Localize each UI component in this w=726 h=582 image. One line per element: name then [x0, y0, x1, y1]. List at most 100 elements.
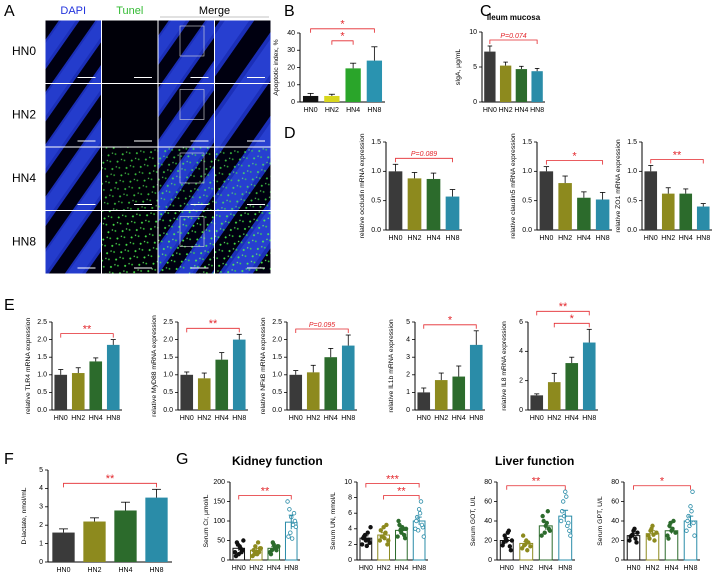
data-point [633, 536, 638, 541]
bar [54, 374, 68, 410]
row-label: HN4 [12, 171, 36, 185]
y-tick-label: 2.5 [163, 319, 173, 326]
significance-label: * [572, 151, 577, 163]
bar [302, 95, 319, 102]
y-tick-label: 20 [611, 537, 619, 544]
data-point [507, 544, 513, 549]
data-point [635, 530, 640, 535]
data-point [397, 522, 402, 528]
y-tick-label: 60 [484, 498, 492, 505]
significance-bracket [60, 333, 114, 338]
significance-bracket [545, 160, 604, 165]
y-tick-label: 20 [287, 64, 295, 71]
significance-bracket [238, 495, 292, 500]
chart-title: ileum mucosa [487, 13, 541, 22]
data-point [520, 533, 526, 538]
x-tick-label: HN8 [582, 415, 596, 422]
data-point [268, 551, 274, 557]
y-axis-label: Apoptotic index, % [273, 39, 280, 95]
x-tick-label: HN0 [626, 565, 640, 572]
y-tick-label: 10 [469, 29, 477, 36]
significance-label: ** [83, 324, 92, 336]
y-tick-label: 6 [519, 319, 523, 326]
x-tick-label: HN0 [417, 415, 431, 422]
significance-label: P=0.095 [309, 322, 335, 329]
panel-label: E [4, 297, 15, 314]
significance-bracket [63, 482, 157, 488]
bar [434, 380, 448, 410]
significance-label: ** [559, 301, 568, 313]
data-point [539, 533, 544, 538]
significance-bracket [536, 310, 590, 316]
data-point [258, 546, 264, 551]
y-axis-label: Serum UN, mmol/L [330, 492, 337, 550]
bar [452, 376, 466, 410]
data-point [270, 540, 276, 545]
micrograph [45, 84, 101, 147]
micrograph [102, 84, 158, 147]
data-point [647, 536, 652, 541]
group-title: Liver function [495, 454, 574, 468]
x-tick-label: HN4 [118, 567, 132, 574]
significance-bracket [365, 483, 420, 488]
data-point [233, 553, 239, 559]
significance-bracket [423, 324, 477, 329]
y-axis-label: relative occludin mRNA expression [359, 133, 366, 238]
bar [180, 374, 194, 410]
bar [89, 361, 103, 410]
x-tick-label: HN2 [249, 565, 263, 572]
data-point [692, 533, 697, 538]
y-tick-label: 2.0 [163, 336, 173, 343]
micrograph [45, 147, 101, 210]
significance-label: ** [106, 473, 115, 485]
significance-label: P=0.074 [500, 33, 526, 40]
micrograph [45, 20, 101, 83]
y-tick-label: 100 [213, 518, 225, 525]
x-tick-label: HN0 [359, 565, 373, 572]
y-tick-label: 5 [406, 319, 410, 326]
micrograph [215, 20, 271, 83]
micrograph [158, 84, 214, 147]
data-point [563, 489, 568, 494]
y-tick-label: 40 [484, 518, 492, 525]
data-point [401, 532, 407, 538]
data-point [634, 540, 639, 545]
y-tick-label: 80 [484, 479, 492, 486]
x-tick-label: HN4 [664, 565, 678, 572]
x-tick-label: HN0 [56, 567, 70, 574]
data-point [652, 538, 657, 543]
significance-bracket [553, 322, 590, 328]
tunel-signal [215, 147, 271, 210]
bar [515, 69, 528, 102]
y-tick-label: 4 [348, 526, 352, 533]
bar [539, 171, 554, 230]
y-tick-label: 3 [39, 504, 43, 511]
y-tick-label: 20 [484, 537, 492, 544]
x-tick-label: HN0 [180, 415, 194, 422]
y-tick-label: 0.0 [371, 227, 381, 234]
data-point [289, 536, 295, 541]
bar [558, 183, 572, 230]
data-point [287, 507, 292, 512]
x-tick-label: HN8 [412, 565, 426, 572]
data-point [632, 526, 637, 531]
x-tick-label: HN4 [394, 565, 408, 572]
x-tick-label: HN8 [284, 565, 298, 572]
y-tick-label: 2.0 [37, 336, 47, 343]
x-tick-label: HN8 [530, 107, 544, 114]
data-point [654, 530, 659, 535]
y-tick-label: 10 [287, 82, 295, 89]
y-tick-label: 5 [473, 64, 477, 71]
data-point [417, 511, 423, 516]
x-tick-label: HN4 [514, 107, 528, 114]
y-tick-label: 1.5 [627, 139, 637, 146]
significance-label: ** [397, 485, 406, 497]
bar [106, 344, 120, 410]
significance-bracket [310, 28, 375, 33]
x-tick-label: HN0 [483, 107, 497, 114]
significance-bracket [489, 39, 538, 44]
bar [417, 392, 431, 410]
y-axis-label: relative TLR4 mRNA expression [25, 317, 32, 414]
bar [215, 359, 229, 410]
